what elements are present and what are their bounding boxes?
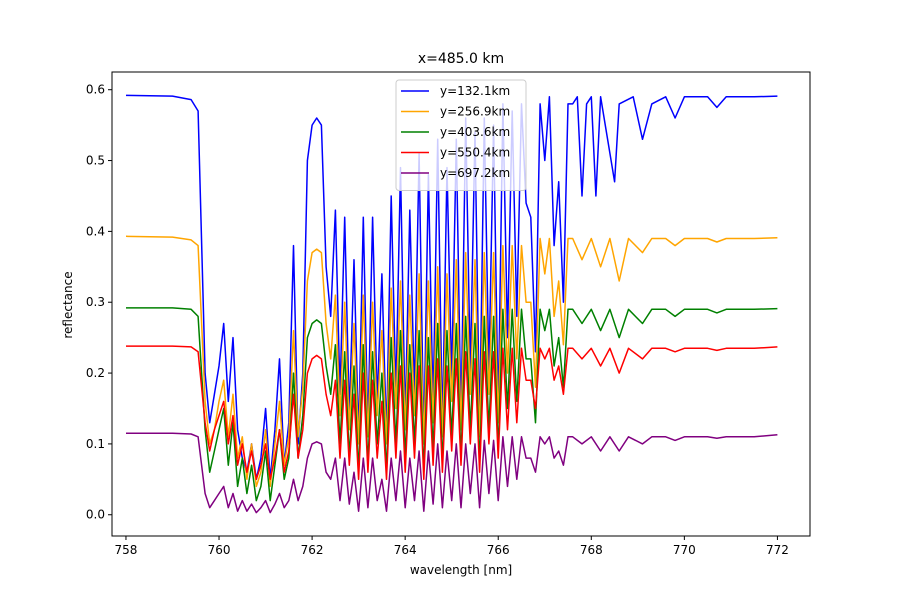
- y-tick-label: 0.3: [86, 295, 105, 309]
- x-tick-label: 768: [580, 543, 603, 557]
- legend-box: [395, 79, 527, 191]
- legend-label-1: y=132.1km: [440, 84, 510, 98]
- series-line-4: [126, 345, 778, 481]
- series-layer: [125, 94, 778, 514]
- y-axis-label: reflectance: [61, 271, 75, 338]
- x-axis: 758 760 762 764 766 768 770 772: [115, 536, 789, 557]
- x-tick-label: 762: [301, 543, 324, 557]
- y-tick-label: 0.2: [86, 366, 105, 380]
- legend-label-4: y=550.4km: [440, 146, 510, 160]
- y-tick-label: 0.1: [86, 437, 105, 451]
- legend-label-5: y=697.2km: [440, 166, 510, 180]
- axes-frame: [111, 71, 811, 537]
- legend-label-2: y=256.9km: [440, 105, 510, 119]
- y-tick-label: 0.0: [86, 508, 105, 522]
- legend-label-3: y=403.6km: [440, 125, 510, 139]
- plot-area: [111, 71, 811, 537]
- legend: y=132.1km y=256.9km y=403.6km y=550.4km y=69…: [395, 79, 527, 191]
- y-tick-label: 0.5: [86, 154, 105, 168]
- x-tick-label: 766: [487, 543, 510, 557]
- series-line-2: [125, 235, 778, 488]
- x-tick-label: 758: [115, 543, 138, 557]
- y-tick-label: 0.6: [86, 83, 105, 97]
- chart-title: x=485.0 km: [418, 51, 504, 67]
- legend-items: y=132.1km y=256.9km y=403.6km y=550.4km y=69…: [401, 84, 510, 180]
- x-tick-label: 772: [766, 543, 789, 557]
- x-axis-label: wavelength [nm]: [410, 563, 512, 577]
- series-line-5: [126, 432, 778, 514]
- x-tick-label: 770: [673, 543, 696, 557]
- x-tick-label: 764: [394, 543, 417, 557]
- y-axis: 0.0 0.1 0.2 0.3 0.4 0.5 0.6: [86, 83, 112, 522]
- y-tick-label: 0.4: [86, 224, 105, 238]
- x-tick-label: 760: [208, 543, 231, 557]
- series-line-3: [126, 307, 778, 502]
